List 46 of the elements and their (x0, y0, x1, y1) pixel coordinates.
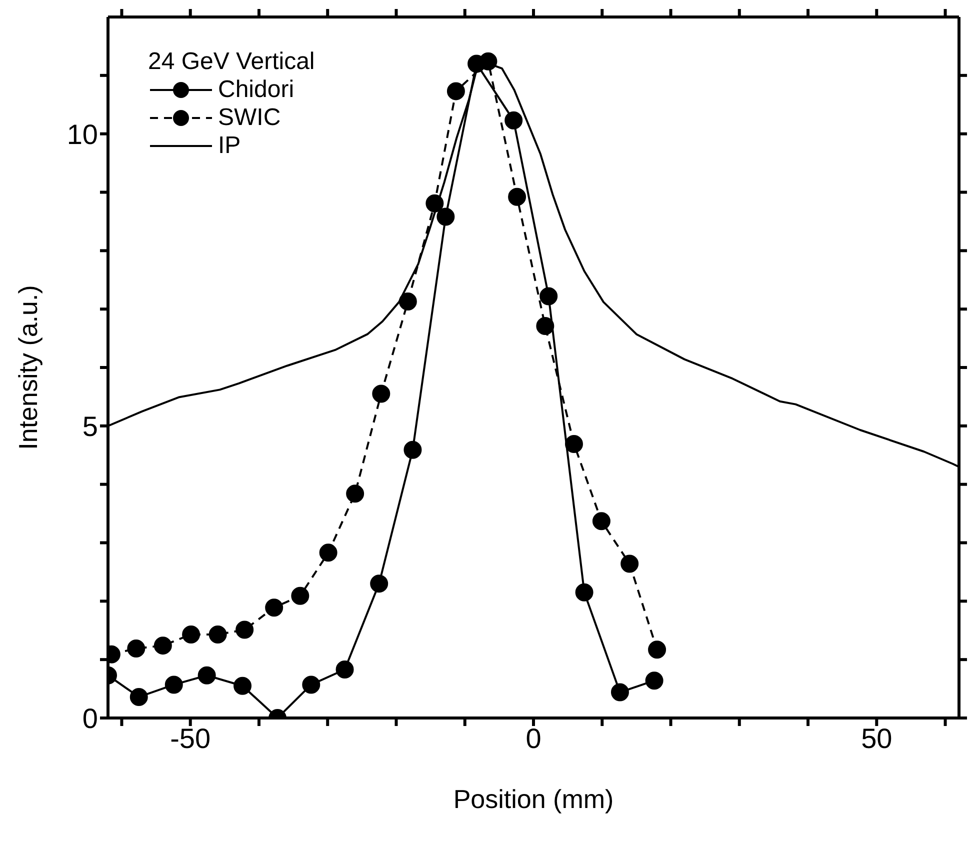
point (127, 639, 146, 658)
y-axis-title: Intensity (a.u.) (13, 285, 44, 450)
x-tick-label: 50 (861, 722, 892, 754)
point (370, 574, 388, 593)
x-axis-title: Position (mm) (453, 784, 614, 814)
point (479, 52, 498, 70)
point (398, 292, 417, 310)
point (372, 384, 390, 403)
legend-title: 24 GeV Vertical (148, 48, 315, 76)
point (182, 625, 200, 644)
point (208, 625, 227, 644)
point (265, 598, 284, 617)
point (236, 620, 254, 639)
point (336, 660, 354, 679)
point (164, 676, 183, 694)
point (130, 688, 148, 706)
point (319, 544, 338, 562)
x-tick-label: 0 (526, 722, 542, 754)
point (575, 583, 594, 602)
legend-label: IP (218, 132, 241, 160)
point (648, 640, 666, 659)
point (234, 676, 252, 695)
y-tick-label: 10 (66, 118, 98, 150)
point (508, 188, 526, 206)
point (645, 672, 664, 690)
point (154, 636, 172, 655)
y-tick-label: 0 (82, 702, 98, 734)
point (436, 208, 455, 226)
x-tick-label: -50 (170, 722, 211, 754)
legend-label: SWIC (218, 104, 281, 132)
point (592, 512, 610, 530)
point (610, 683, 629, 702)
point (504, 111, 523, 130)
point (291, 586, 310, 605)
point (404, 440, 422, 459)
point (198, 666, 216, 684)
point (540, 287, 558, 306)
point (426, 194, 444, 212)
point (302, 676, 320, 694)
point (446, 82, 465, 100)
point (620, 554, 639, 573)
y-tick-label: 5 (82, 410, 98, 442)
point (346, 484, 364, 503)
point (564, 435, 583, 454)
point (536, 317, 554, 336)
legend-label: Chidori (218, 76, 294, 104)
